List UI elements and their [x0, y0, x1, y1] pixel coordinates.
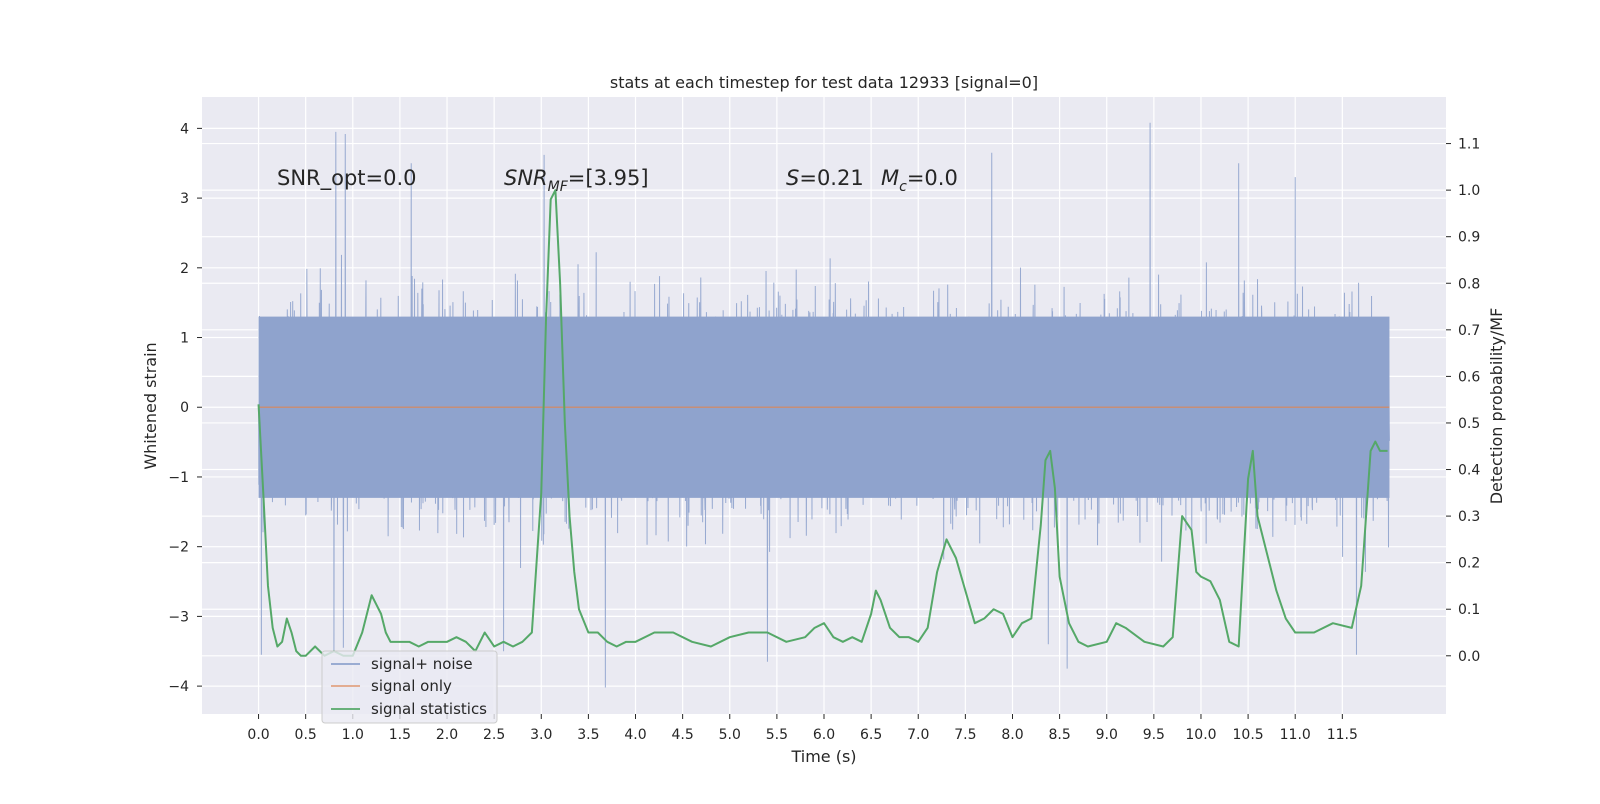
y-tick-label-right: 1.0: [1458, 183, 1480, 199]
x-tick-label: 8.0: [1001, 727, 1023, 743]
annotations: SNR_opt=0.0 SNRMF=[3.95] S=0.21 Mc=0.0: [277, 166, 958, 195]
y-tick-label-left: −2: [168, 540, 189, 556]
series-signal-statistics: [257, 189, 1388, 657]
annotation-s-prefix: S: [786, 166, 799, 190]
y-tick-label-right: 0.4: [1458, 463, 1480, 479]
x-tick-label: 9.5: [1143, 727, 1165, 743]
legend: signal+ noise signal only signal statist…: [321, 650, 498, 724]
y-axis-label-right: Detection probability/MF: [1487, 308, 1506, 505]
x-tick-label: 2.0: [436, 727, 458, 743]
y-tick-label-left: 3: [180, 191, 189, 207]
x-tick-label: 6.0: [813, 727, 835, 743]
x-tick-label: 5.0: [719, 727, 741, 743]
y-tick-label-right: 0.0: [1458, 649, 1480, 665]
annotation-mc-prefix: M: [881, 166, 899, 190]
x-tick-label: 3.0: [530, 727, 552, 743]
y-tick-label-right: 0.6: [1458, 369, 1480, 385]
x-tick-label: 1.5: [389, 727, 411, 743]
legend-label-signal-only: signal only: [371, 677, 452, 695]
x-tick-label: 2.5: [483, 727, 505, 743]
x-tick-label: 10.0: [1185, 727, 1216, 743]
x-tick-label: 3.5: [577, 727, 599, 743]
legend-label-signal-statistics: signal statistics: [371, 700, 487, 718]
legend-label-signal-noise: signal+ noise: [371, 655, 473, 673]
annotation-snr-mf-prefix: SNR: [504, 166, 548, 190]
y-tick-label-left: 1: [180, 331, 189, 347]
y-tick-label-left: −4: [168, 679, 189, 695]
x-tick-label: 10.5: [1233, 727, 1264, 743]
y-tick-label-left: −3: [168, 609, 189, 625]
y-tick-label-right: 0.2: [1458, 556, 1480, 572]
x-tick-label: 6.5: [860, 727, 882, 743]
y-tick-label-right: 0.5: [1458, 416, 1480, 432]
x-tick-label: 11.0: [1280, 727, 1311, 743]
annotation-snr-mf-value: =[3.95]: [568, 166, 649, 190]
annotation-s: S=0.21: [786, 166, 864, 190]
x-tick-label: 11.5: [1327, 727, 1358, 743]
x-tick-label: 9.0: [1096, 727, 1118, 743]
x-tick-label: 0.0: [247, 727, 269, 743]
annotation-snr-mf-sub: MF: [548, 179, 569, 195]
chart-title: stats at each timestep for test data 129…: [610, 73, 1038, 92]
x-tick-label: 0.5: [295, 727, 317, 743]
y-tick-label-left: 0: [180, 400, 189, 416]
x-tick-label: 4.0: [624, 727, 646, 743]
annotation-snr-mf: SNRMF=[3.95]: [504, 166, 649, 195]
legend-box: [321, 650, 498, 724]
ticks: 0.0 0.5 1.0 1.5 2.0 2.5 3.0 3.5 4.0 4.5 5.0 5.5 6.0 6…: [168, 121, 1480, 743]
y-tick-label-right: 0.1: [1458, 602, 1480, 618]
x-tick-label: 8.5: [1048, 727, 1070, 743]
y-tick-label-left: 4: [180, 121, 189, 137]
y-tick-label-left: −1: [168, 470, 189, 486]
y-tick-label-right: 0.3: [1458, 509, 1480, 525]
annotation-snr-opt: SNR_opt=0.0: [277, 166, 417, 191]
x-axis-label: Time (s): [790, 747, 856, 766]
y-tick-label-right: 0.8: [1458, 276, 1480, 292]
annotation-mc: Mc=0.0: [881, 166, 958, 195]
stats-layer: [257, 189, 1388, 657]
x-tick-label: 7.5: [954, 727, 976, 743]
x-tick-label: 5.5: [766, 727, 788, 743]
x-tick-label: 7.0: [907, 727, 929, 743]
annotation-mc-sub: c: [899, 179, 907, 195]
x-tick-label: 4.5: [672, 727, 694, 743]
x-tick-label: 1.0: [342, 727, 364, 743]
annotation-mc-value: =0.0: [907, 166, 958, 190]
y-tick-label-right: 1.1: [1458, 137, 1480, 153]
y-tick-label-right: 0.7: [1458, 323, 1480, 339]
y-axis-label-left: Whitened strain: [141, 342, 160, 469]
annotation-s-value: =0.21: [799, 166, 863, 190]
y-tick-label-left: 2: [180, 261, 189, 277]
y-tick-label-right: 0.9: [1458, 230, 1480, 246]
